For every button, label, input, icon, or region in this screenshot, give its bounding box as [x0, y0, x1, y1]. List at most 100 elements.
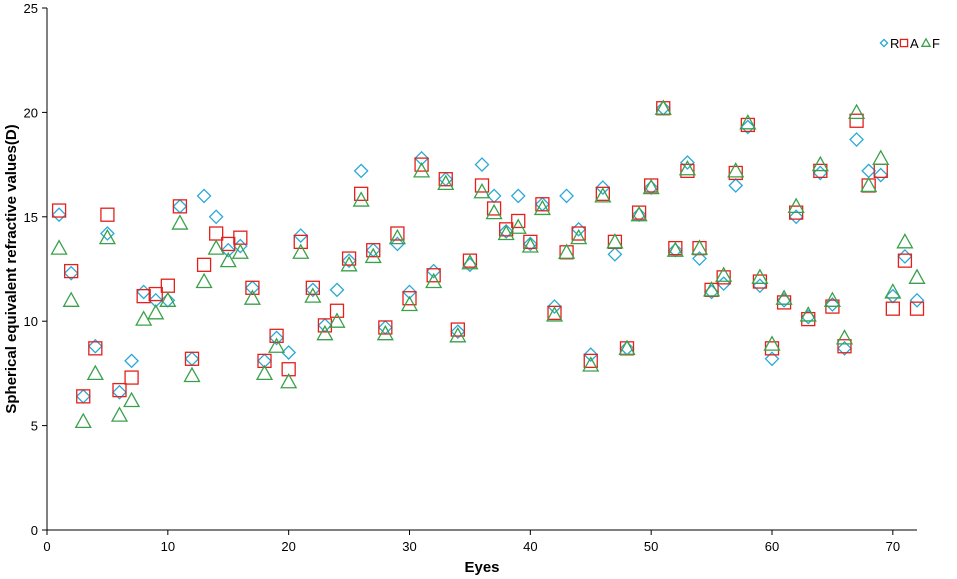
data-point	[305, 280, 320, 295]
data-point	[147, 304, 165, 320]
data-point	[618, 339, 636, 355]
data-point	[509, 218, 527, 234]
data-point	[148, 286, 163, 302]
data-point	[135, 310, 153, 326]
data-point	[486, 201, 502, 216]
data-point	[160, 278, 175, 293]
data-point	[692, 251, 707, 266]
data-point	[533, 199, 551, 216]
data-point	[304, 287, 322, 303]
data-point	[268, 337, 286, 353]
data-point	[207, 239, 225, 255]
data-point	[184, 351, 200, 367]
data-point	[88, 341, 103, 356]
data-point	[861, 163, 877, 179]
x-tick-label: 60	[765, 539, 779, 554]
data-point	[354, 186, 369, 201]
data-point	[873, 163, 888, 179]
data-point	[438, 172, 453, 187]
legend-marker-R	[879, 38, 889, 48]
legend-label-A: A	[910, 36, 919, 51]
data-point	[112, 382, 127, 398]
data-point	[366, 243, 381, 258]
data-point	[426, 268, 441, 283]
data-point	[450, 324, 466, 340]
data-point	[595, 180, 611, 195]
data-point	[521, 237, 539, 253]
data-point	[897, 249, 913, 264]
data-point	[462, 257, 478, 273]
data-point	[897, 253, 913, 268]
y-tick-label: 0	[31, 523, 38, 538]
data-point	[510, 188, 526, 204]
data-point	[196, 188, 212, 204]
data-point	[172, 198, 188, 214]
data-point	[159, 291, 177, 307]
data-point	[535, 197, 550, 212]
data-point	[340, 256, 358, 272]
data-point	[775, 289, 793, 305]
data-point	[136, 284, 152, 300]
data-point	[402, 291, 417, 306]
data-point	[547, 299, 562, 315]
data-point	[606, 233, 624, 249]
data-point	[437, 174, 455, 191]
data-point	[837, 339, 852, 354]
data-point	[654, 99, 672, 115]
data-point	[124, 370, 139, 385]
data-point	[486, 188, 502, 204]
data-point	[293, 228, 309, 244]
data-point	[220, 242, 236, 258]
data-point	[86, 364, 104, 381]
x-tick-label: 0	[43, 539, 50, 554]
data-point	[148, 292, 164, 308]
data-point	[461, 253, 479, 270]
y-tick-label: 20	[24, 105, 38, 120]
data-point	[76, 389, 91, 404]
data-point	[752, 278, 768, 294]
legend-marker-A	[899, 38, 909, 48]
data-point	[64, 263, 79, 279]
data-point	[329, 303, 345, 318]
y-tick-label: 25	[24, 1, 38, 16]
x-tick-label: 50	[644, 539, 658, 554]
data-point	[136, 288, 151, 304]
data-point	[740, 117, 755, 133]
y-axis-title: Spherical equivalent refractive values(D…	[3, 124, 20, 413]
data-point	[292, 243, 310, 259]
data-point	[474, 178, 490, 193]
x-axis-title: Eyes	[464, 559, 499, 576]
data-point	[389, 236, 405, 252]
data-point	[885, 301, 900, 316]
data-point	[243, 289, 261, 305]
data-point	[184, 351, 200, 366]
data-point	[728, 165, 743, 181]
y-tick-label: 15	[24, 210, 38, 225]
data-point	[884, 283, 902, 299]
data-point	[353, 163, 369, 179]
data-point	[341, 253, 357, 269]
data-point	[523, 234, 538, 250]
data-point	[50, 239, 68, 255]
data-point	[183, 366, 201, 383]
data-point	[849, 113, 864, 128]
data-point	[219, 251, 237, 268]
data-point	[63, 265, 79, 281]
x-tick-label: 10	[161, 539, 175, 554]
data-point	[317, 318, 333, 333]
data-point	[112, 384, 127, 400]
data-point	[642, 178, 660, 195]
data-point	[703, 281, 721, 297]
data-point	[123, 391, 141, 408]
data-point	[787, 197, 805, 213]
data-point	[414, 150, 430, 166]
data-point	[582, 356, 600, 372]
data-point	[764, 351, 780, 367]
data-point	[788, 209, 804, 225]
series-A	[51, 101, 925, 404]
data-point	[715, 266, 733, 282]
data-point	[823, 291, 841, 307]
data-point	[62, 291, 80, 307]
data-point	[583, 353, 598, 369]
data-point	[763, 335, 781, 351]
